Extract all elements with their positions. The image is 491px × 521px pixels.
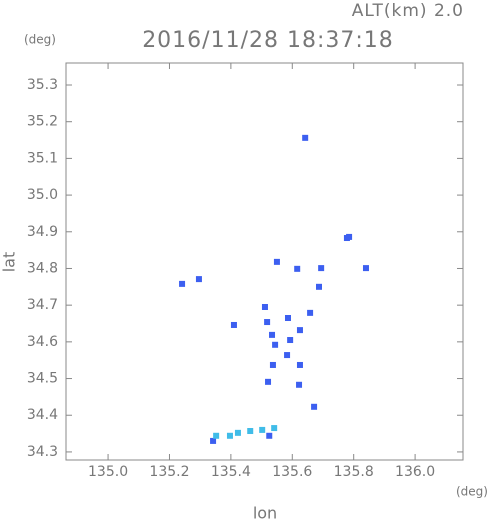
echo-point	[287, 337, 294, 344]
echo-point	[311, 403, 318, 410]
x-tick-label: 136.0	[395, 464, 435, 480]
echo-point	[346, 233, 353, 240]
altitude-label: ALT(km) 2.0	[352, 1, 464, 21]
echo-point	[195, 276, 202, 283]
echo-point	[247, 428, 254, 435]
y-tick-label: 34.6	[27, 334, 58, 350]
echo-point	[179, 280, 186, 287]
echo-point	[294, 265, 301, 272]
echo-point	[265, 378, 272, 385]
echo-point	[230, 321, 237, 328]
echo-point	[264, 319, 271, 326]
y-tick-label: 34.3	[27, 444, 58, 460]
plot-frame	[65, 62, 464, 461]
echo-point	[318, 265, 325, 272]
y-tick-label: 34.8	[27, 260, 58, 276]
echo-point	[284, 352, 291, 359]
echo-point	[284, 315, 291, 322]
echo-point	[259, 426, 266, 433]
echo-point	[234, 429, 241, 436]
y-tick-label: 35.2	[27, 114, 58, 130]
x-axis-label: lon	[253, 504, 277, 521]
y-axis-label: lat	[0, 252, 19, 273]
echo-point	[307, 309, 314, 316]
echo-point	[302, 134, 309, 141]
y-tick-label: 34.9	[27, 224, 58, 240]
echo-point	[362, 265, 369, 272]
echo-point	[261, 303, 268, 310]
echo-point	[272, 341, 279, 348]
echo-point	[213, 432, 220, 439]
echo-point	[273, 258, 280, 265]
y-tick-label: 35.3	[27, 77, 58, 93]
y-tick-label: 35.1	[27, 150, 58, 166]
chart-title: 2016/11/28 18:37:18	[142, 28, 394, 53]
x-tick-label: 135.2	[149, 464, 189, 480]
y-tick-label: 34.5	[27, 371, 58, 387]
echo-point	[271, 425, 278, 432]
y-tick-label: 35.0	[27, 187, 58, 203]
echo-point	[269, 361, 276, 368]
echo-point	[226, 432, 233, 439]
echo-point	[296, 327, 303, 334]
echo-point	[315, 283, 322, 290]
echo-point	[269, 331, 276, 338]
x-tick-label: 135.6	[272, 464, 312, 480]
echo-point	[296, 381, 303, 388]
y-unit: (deg)	[24, 33, 56, 47]
echo-point	[266, 432, 273, 439]
x-unit: (deg)	[456, 485, 488, 499]
echo-point	[210, 437, 217, 444]
y-tick-label: 34.7	[27, 297, 58, 313]
x-tick-label: 135.4	[211, 464, 251, 480]
echo-point	[296, 361, 303, 368]
x-tick-label: 135.0	[88, 464, 128, 480]
y-tick-label: 34.4	[27, 407, 58, 423]
x-tick-label: 135.8	[334, 464, 374, 480]
